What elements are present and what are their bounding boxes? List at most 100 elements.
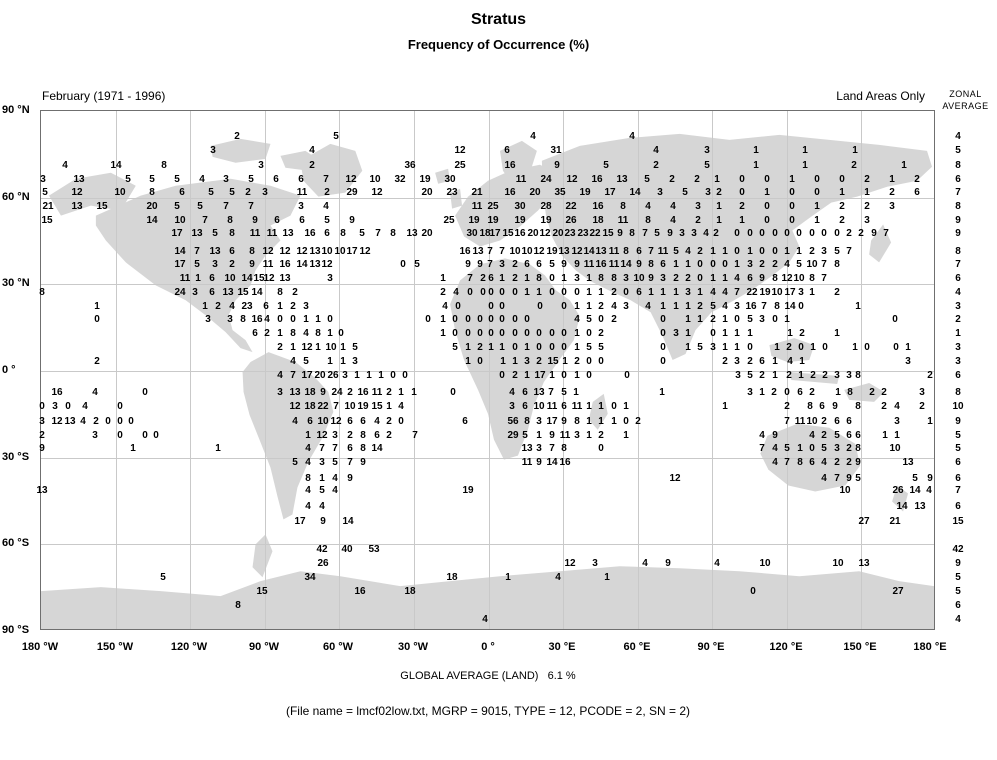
data-value: 5 [174,174,180,185]
data-value: 6 [797,387,803,398]
data-value: 0 [784,228,790,239]
data-value: 11 [559,430,571,441]
data-value: 15 [253,273,265,284]
data-value: 3 [623,273,629,284]
lon-tick-label: 120 °E [769,641,803,653]
data-value: 2 [695,215,701,226]
data-value: 1 [598,416,604,427]
data-value: 1 [716,201,722,212]
data-value: 9 [477,259,483,270]
data-value: 4 [305,501,311,512]
data-value: 0 [734,246,740,257]
data-value: 5 [673,246,679,257]
data-value: 6 [360,416,366,427]
data-value: 1 [440,314,446,325]
data-value: 12 [262,246,274,257]
data-value: 8 [797,457,803,468]
data-value: 13 [472,246,484,257]
data-value: 8 [645,215,651,226]
data-value: 9 [347,473,353,484]
zonal-average-value: 1 [955,328,961,339]
zonal-average-header: ZONAL AVERAGE [934,88,997,112]
data-value: 1 [290,342,296,353]
data-value: 3 [332,430,338,441]
data-value: 7 [499,246,505,257]
data-value: 4 [482,614,488,625]
data-value: 1 [315,342,321,353]
data-value: 7 [487,259,493,270]
data-value: 1 [796,246,802,257]
lat-tick-label: 90 °S [2,624,30,636]
data-value: 3 [92,430,98,441]
data-value: 2 [864,174,870,185]
data-value: 18 [304,401,316,412]
data-value: 0 [290,314,296,325]
data-value: 2 [386,387,392,398]
data-value: 1 [660,287,666,298]
data-value: 0 [477,314,483,325]
data-value: 6 [273,174,279,185]
gridline-horizontal [41,458,934,459]
zonal-average-value: 3 [955,342,961,353]
zonal-average-value: 6 [955,600,961,611]
data-value: 10 [771,287,783,298]
data-value: 7 [846,246,852,257]
data-value: 8 [774,301,780,312]
data-value: 0 [814,174,820,185]
data-value: 2 [685,273,691,284]
data-value: 2 [215,301,221,312]
data-value: 30 [444,174,456,185]
data-value: 3 [509,401,515,412]
data-value: 2 [739,201,745,212]
data-value: 1 [505,572,511,583]
data-value: 9 [759,273,765,284]
data-value: 1 [574,370,580,381]
data-value: 2 [694,174,700,185]
data-value: 26 [892,485,904,496]
data-value: 3 [673,328,679,339]
data-value: 0 [893,342,899,353]
page-subtitle: Frequency of Occurrence (%) [407,37,590,52]
data-value: 0 [660,342,666,353]
data-value: 6 [747,273,753,284]
data-value: 5 [747,314,753,325]
zonal-average-value: 8 [955,246,961,257]
data-value: 8 [772,273,778,284]
data-value: 14 [110,160,122,171]
data-value: 12 [279,246,291,257]
data-value: 6 [809,457,815,468]
data-value: 2 [864,201,870,212]
data-value: 2 [771,387,777,398]
zonal-average-value: 42 [952,544,964,555]
data-value: 0 [512,342,518,353]
data-value: 6 [522,387,528,398]
data-value: 1 [524,370,530,381]
zonal-average-value: 3 [955,356,961,367]
data-value: 12 [371,187,383,198]
data-value: 1 [319,473,325,484]
data-value: 7 [412,430,418,441]
data-value: 3 [679,228,685,239]
data-value: 0 [425,314,431,325]
data-value: 20 [552,228,564,239]
data-value: 1 [734,259,740,270]
data-value: 2 [673,273,679,284]
data-value: 1 [673,301,679,312]
data-value: 2 [386,416,392,427]
data-value: 1 [852,145,858,156]
zonal-header-line2: AVERAGE [942,101,989,111]
data-value: 6 [504,145,510,156]
data-value: 0 [537,301,543,312]
data-value: 1 [648,287,654,298]
data-value: 13 [406,228,418,239]
data-value: 3 [695,201,701,212]
data-value: 1 [340,342,346,353]
data-value: 5 [248,174,254,185]
data-value: 3 [747,259,753,270]
world-map [41,133,934,629]
data-value: 0 [105,416,111,427]
data-value: 7 [761,301,767,312]
data-value: 4 [80,416,86,427]
data-value: 1 [660,301,666,312]
data-value: 8 [235,600,241,611]
